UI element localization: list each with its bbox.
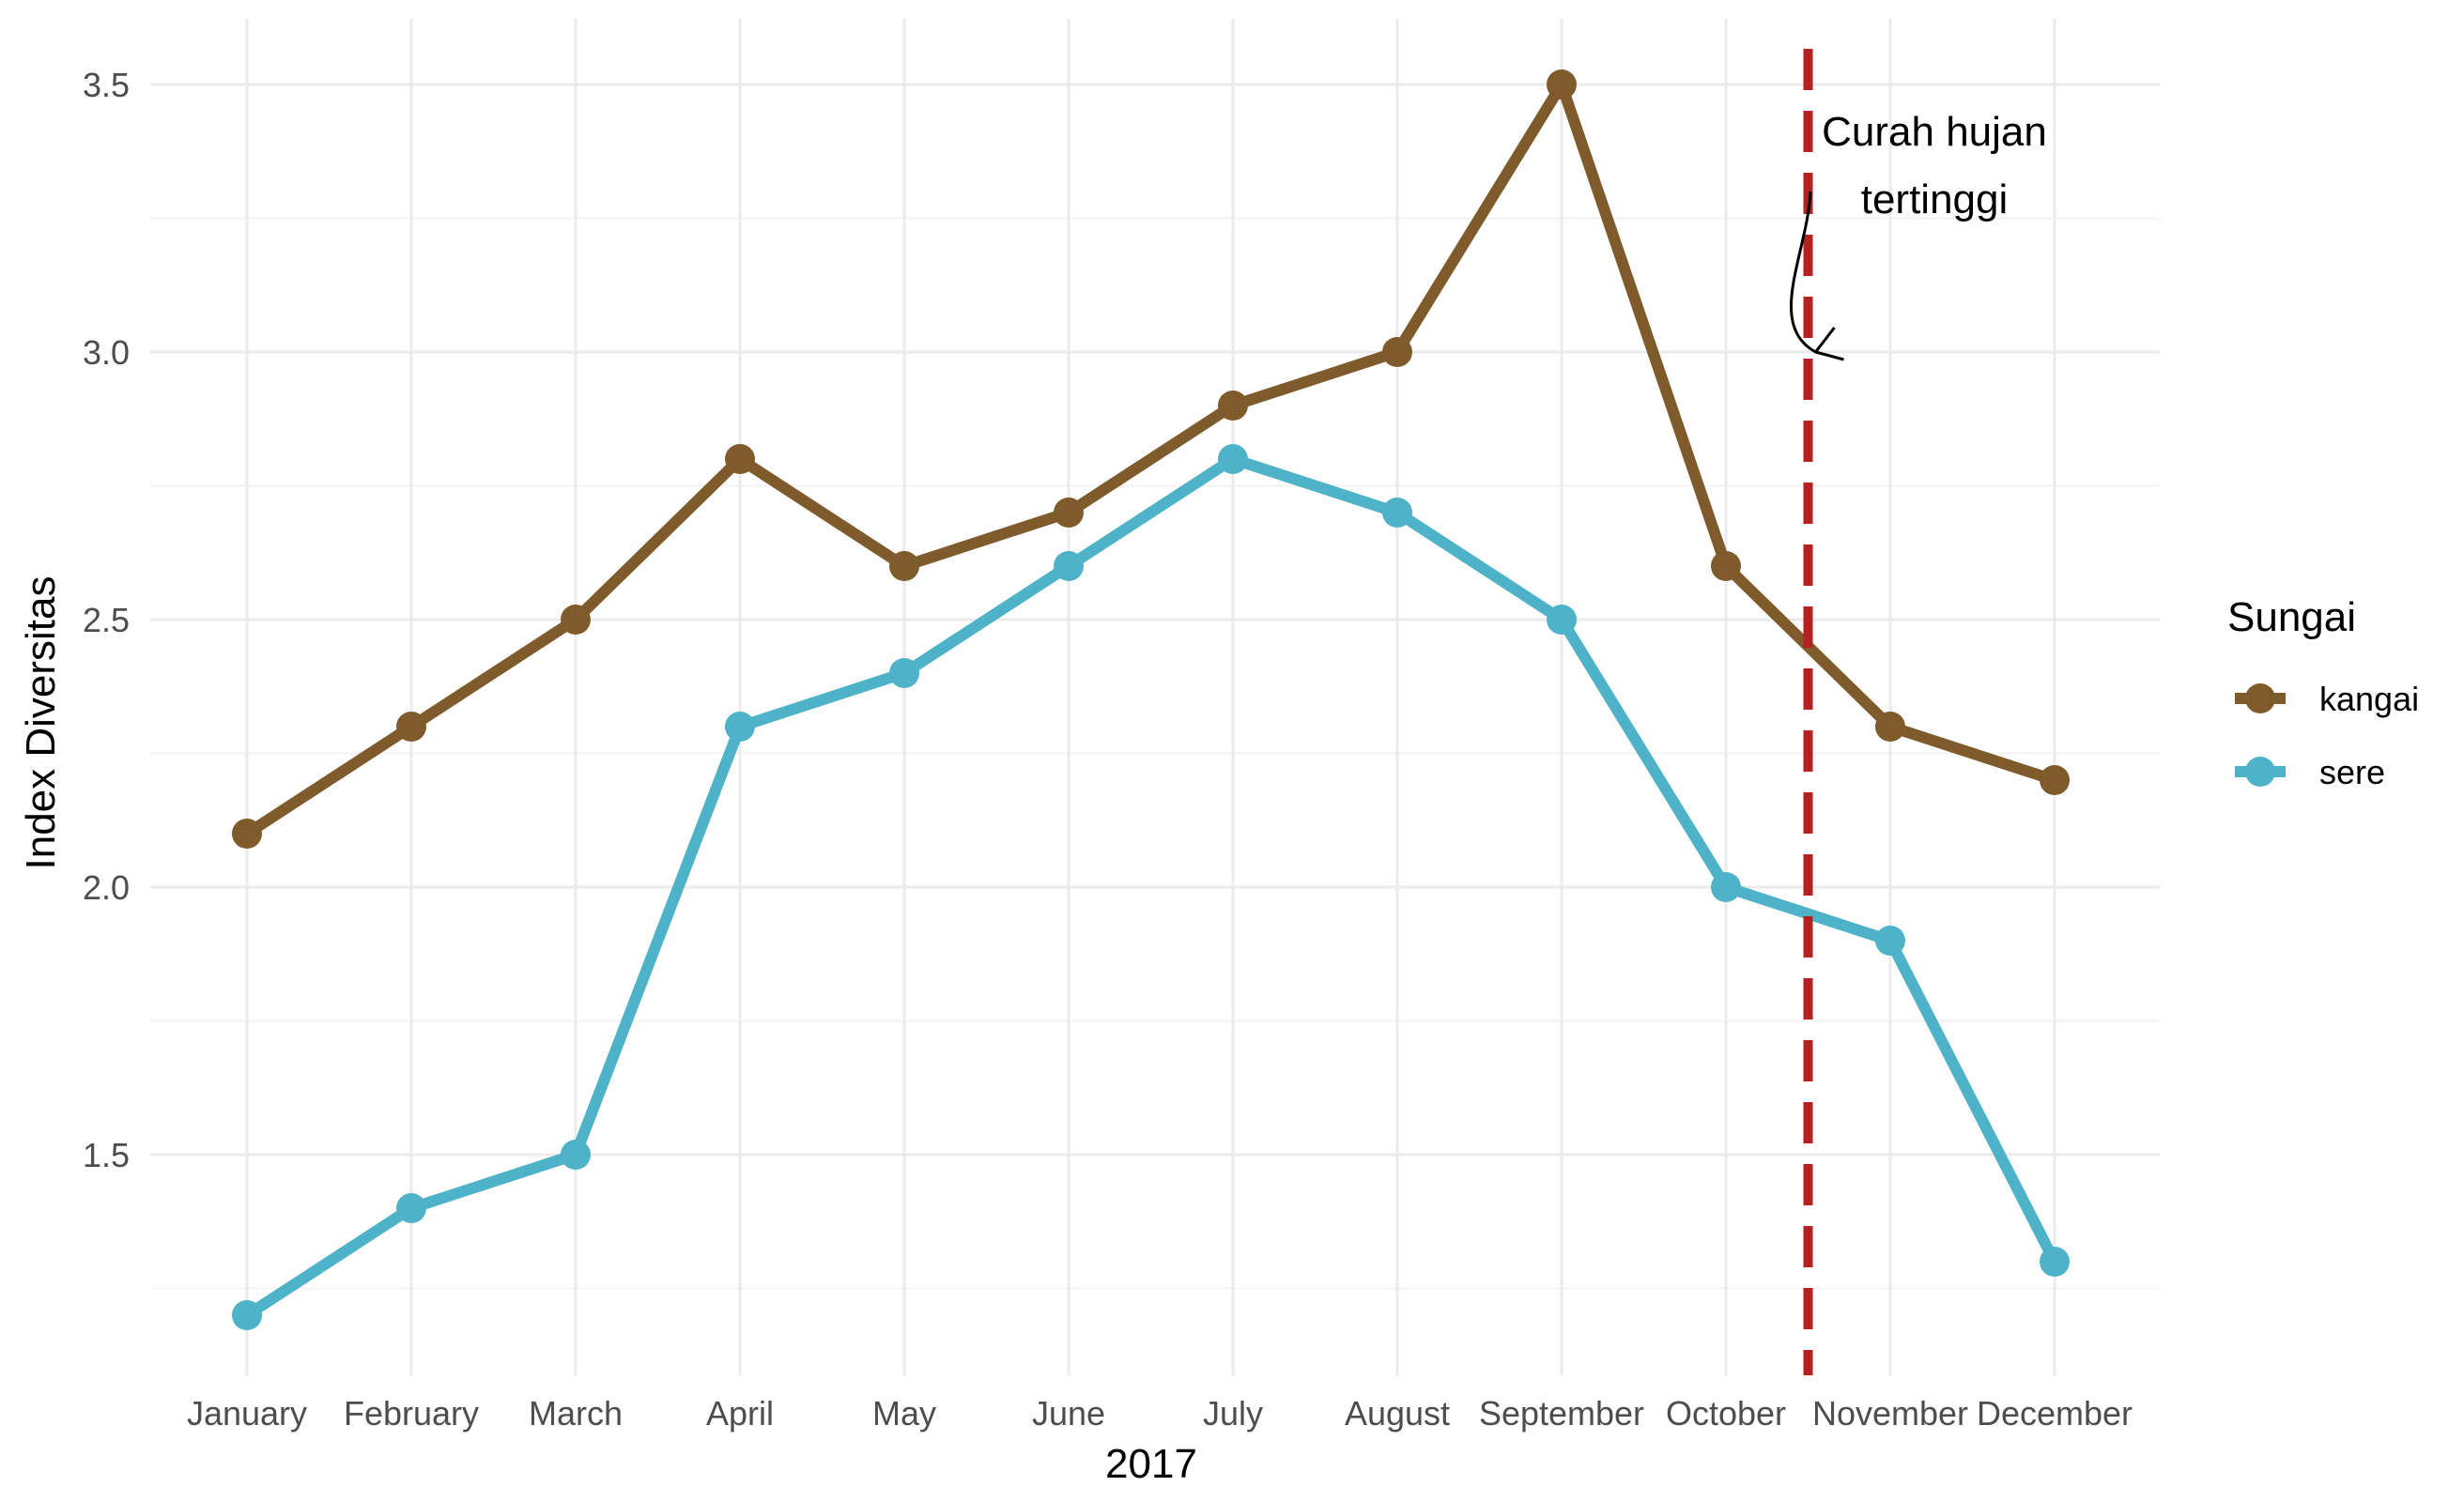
legend: Sungai kangai sere — [2227, 594, 2419, 791]
annotation-arrow — [1790, 191, 1817, 354]
x-tick-label: September — [1479, 1394, 1644, 1433]
x-tick-label: March — [529, 1394, 623, 1433]
x-tick-label: February — [344, 1394, 479, 1433]
data-point-sere — [1218, 444, 1248, 474]
data-point-kangai — [725, 444, 755, 474]
data-point-kangai — [396, 712, 426, 742]
data-point-sere — [1875, 926, 1905, 956]
minor-gridlines — [150, 217, 2160, 1290]
x-tick-label: May — [872, 1394, 936, 1433]
x-axis-title: 2017 — [1105, 1441, 1197, 1487]
x-tick-label: August — [1345, 1394, 1450, 1433]
data-point-sere — [725, 712, 755, 742]
x-tick-label: July — [1203, 1394, 1263, 1433]
legend-label-sere: sere — [2319, 753, 2385, 791]
data-point-kangai — [1547, 69, 1577, 100]
annotation: Curah hujan tertinggi — [1790, 109, 2047, 361]
data-point-kangai — [1054, 498, 1084, 528]
data-point-sere — [232, 1300, 262, 1330]
data-point-sere — [561, 1140, 591, 1170]
y-tick-label: 3.0 — [83, 333, 130, 372]
y-tick-label: 2.5 — [83, 601, 130, 639]
data-point-sere — [1711, 872, 1741, 902]
y-tick-label: 1.5 — [83, 1136, 130, 1174]
data-point-sere — [1054, 551, 1084, 581]
x-tick-label: December — [1977, 1394, 2133, 1433]
annotation-arrowhead — [1814, 327, 1844, 361]
series-line-sere — [241, 453, 2060, 1321]
data-point-kangai — [1382, 337, 1412, 367]
tick-labels: January February March April May June July Augu… — [83, 66, 2133, 1433]
data-point-sere — [889, 658, 919, 688]
series-layer — [232, 69, 2070, 1330]
data-point-kangai — [1218, 391, 1248, 421]
legend-key-point-kangai — [2245, 683, 2275, 713]
y-axis-title: Index Diversitas — [18, 575, 64, 869]
data-point-sere — [396, 1193, 426, 1223]
legend-label-kangai: kangai — [2319, 680, 2419, 718]
data-point-sere — [2040, 1247, 2070, 1277]
x-tick-label: October — [1666, 1394, 1786, 1433]
annotation-line-2: tertinggi — [1861, 176, 2009, 222]
x-tick-label: January — [187, 1394, 307, 1433]
x-tick-label: June — [1032, 1394, 1105, 1433]
y-tick-label: 3.5 — [83, 66, 130, 104]
data-point-kangai — [1875, 712, 1905, 742]
data-point-sere — [1382, 498, 1412, 528]
y-tick-label: 2.0 — [83, 868, 130, 907]
data-point-kangai — [2040, 765, 2070, 795]
legend-key-point-sere — [2245, 757, 2275, 787]
data-point-kangai — [889, 551, 919, 581]
data-point-sere — [1547, 605, 1577, 635]
x-tick-label: April — [706, 1394, 774, 1433]
major-gridlines — [150, 19, 2160, 1375]
data-point-kangai — [561, 605, 591, 635]
data-point-kangai — [232, 819, 262, 849]
legend-title: Sungai — [2227, 594, 2356, 640]
data-point-kangai — [1711, 551, 1741, 581]
annotation-line-1: Curah hujan — [1822, 109, 2047, 155]
x-tick-label: November — [1812, 1394, 1968, 1433]
series-line-kangai — [241, 79, 2060, 839]
